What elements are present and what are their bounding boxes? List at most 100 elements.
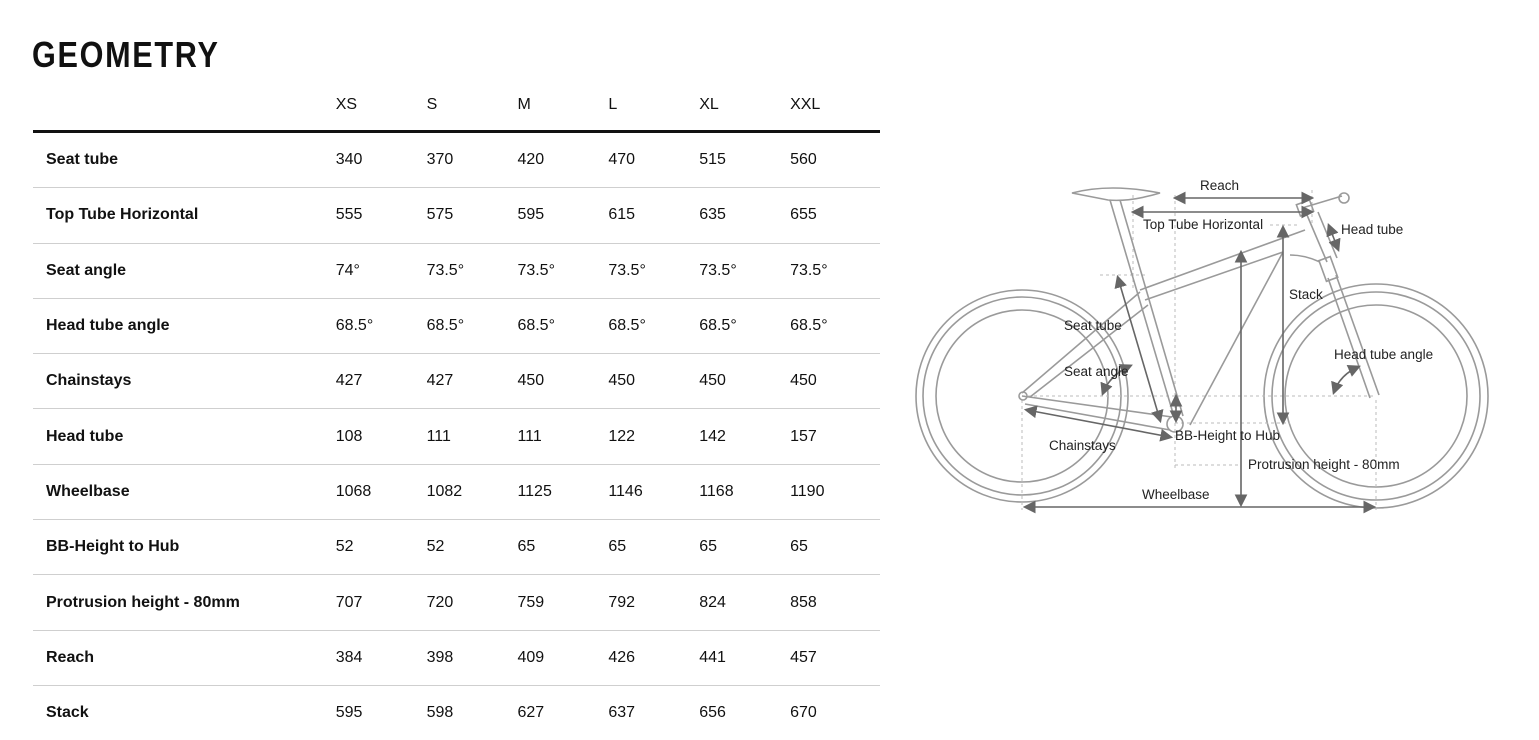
cell-value: 73.5° — [789, 243, 880, 299]
cell-value: 627 — [517, 704, 545, 722]
row-label: Head tube angle — [33, 298, 335, 355]
cell-value: 515 — [698, 131, 790, 189]
cell-value: 1082 — [425, 464, 517, 521]
cell-value: 470 — [607, 131, 699, 189]
cell-value: 560 — [789, 131, 880, 189]
cell-value: 450 — [698, 353, 790, 410]
label-wheelbase: Wheelbase — [1142, 487, 1210, 502]
geometry-table: XS S M L XL XXL Seat tube 340 370 420 470 515… — [33, 80, 880, 740]
cell-value: 1190 — [789, 464, 880, 521]
cell-value: 555 — [334, 187, 426, 244]
cell-value: 65 — [607, 519, 699, 576]
label-seat-tube: Seat tube — [1064, 318, 1122, 333]
cell-value: 420 — [516, 131, 608, 189]
table-row: Chainstays 427 427 450 450 450 450 — [33, 353, 880, 410]
cell-value: 111 — [425, 408, 517, 465]
cell-value: 637 — [608, 704, 636, 722]
row-label: Protrusion height - 80mm — [33, 574, 335, 631]
label-head-tube-angle: Head tube angle — [1334, 347, 1433, 362]
cell-value: 340 — [334, 131, 426, 189]
cell-value: 122 — [607, 408, 699, 465]
row-label: BB-Height to Hub — [33, 519, 335, 576]
cell-value: 398 — [425, 630, 517, 686]
cell-value: 1068 — [334, 464, 426, 521]
cell-value: 409 — [516, 630, 608, 686]
cell-value: 68.5° — [516, 298, 608, 355]
page-title: GEOMETRY — [32, 34, 220, 75]
row-label: Head tube — [33, 408, 335, 465]
cell-value: 65 — [789, 519, 880, 576]
cell-value: 52 — [334, 519, 426, 576]
row-label: Chainstays — [33, 353, 335, 410]
cell-value: 426 — [607, 630, 699, 686]
table-row: Seat tube 340 370 420 470 515 560 — [33, 131, 880, 189]
row-label: Wheelbase — [33, 464, 335, 521]
cell-value: 111 — [516, 408, 608, 465]
cell-value: 615 — [607, 187, 699, 244]
table-header-row: XS S M L XL XXL — [33, 80, 880, 133]
cell-value: 635 — [698, 187, 790, 244]
row-label: Reach — [33, 630, 335, 686]
cell-value: 427 — [334, 353, 426, 410]
cell-value: 1125 — [516, 464, 608, 521]
table-row: Stack 595 598 627 637 656 670 — [33, 685, 880, 740]
table-row: Seat angle 74° 73.5° 73.5° 73.5° 73.5° 73.5° — [33, 243, 880, 299]
label-bb-height: BB-Height to Hub — [1175, 428, 1280, 443]
row-label: Top Tube Horizontal — [33, 187, 335, 244]
size-header: XS — [334, 80, 426, 133]
cell-value: 142 — [698, 408, 790, 465]
table-row: BB-Height to Hub 52 52 65 65 65 65 — [33, 519, 880, 576]
cell-value: 792 — [607, 574, 699, 631]
cell-value: 824 — [698, 574, 790, 631]
cell-value: 670 — [790, 704, 817, 722]
cell-value: 370 — [425, 131, 517, 189]
cell-value: 73.5° — [607, 243, 699, 299]
table-row: Wheelbase 1068 1082 1125 1146 1168 1190 — [33, 464, 880, 521]
label-stack: Stack — [1289, 287, 1323, 302]
cell-value: 73.5° — [516, 243, 608, 299]
cell-value: 108 — [334, 408, 426, 465]
table-row: Reach 384 398 409 426 441 457 — [33, 630, 880, 686]
size-header: XXL — [789, 80, 880, 133]
cell-value: 595 — [335, 704, 363, 722]
table-row: Head tube 108 111 111 122 142 157 — [33, 408, 880, 465]
cell-value: 73.5° — [698, 243, 790, 299]
table-row: Top Tube Horizontal 555 575 595 615 635 655 — [33, 187, 880, 244]
dimension-arrows — [1022, 191, 1377, 514]
cell-value: 575 — [425, 187, 517, 244]
label-seat-angle: Seat angle — [1064, 364, 1129, 379]
header-blank — [33, 80, 335, 133]
cell-value: 1146 — [607, 464, 699, 521]
cell-value: 157 — [789, 408, 880, 465]
row-label: Stack — [46, 704, 89, 722]
label-chainstays: Chainstays — [1049, 438, 1116, 453]
cell-value: 68.5° — [607, 298, 699, 355]
cell-value: 68.5° — [698, 298, 790, 355]
saddle — [1071, 187, 1161, 202]
cell-value: 73.5° — [425, 243, 517, 299]
cell-value: 441 — [698, 630, 790, 686]
cell-value: 656 — [699, 704, 726, 722]
label-top-tube-horizontal: Top Tube Horizontal — [1143, 217, 1263, 232]
cell-value: 707 — [334, 574, 426, 631]
cell-value: 720 — [425, 574, 517, 631]
row-label: Seat angle — [33, 243, 335, 299]
cell-value: 595 — [516, 187, 608, 244]
size-header: L — [607, 80, 699, 133]
cell-value: 65 — [698, 519, 790, 576]
cell-value: 52 — [425, 519, 517, 576]
cell-value: 74° — [334, 243, 426, 299]
cell-value: 450 — [516, 353, 608, 410]
size-header: XL — [698, 80, 790, 133]
size-header: M — [516, 80, 608, 133]
cell-value: 457 — [789, 630, 880, 686]
cell-value: 65 — [516, 519, 608, 576]
cell-value: 450 — [607, 353, 699, 410]
cell-value: 858 — [789, 574, 880, 631]
label-head-tube: Head tube — [1341, 222, 1403, 237]
table-row: Protrusion height - 80mm 707 720 759 792 824 8… — [33, 574, 880, 631]
cell-value: 450 — [789, 353, 880, 410]
cell-value: 1168 — [698, 464, 790, 521]
cell-value: 759 — [516, 574, 608, 631]
